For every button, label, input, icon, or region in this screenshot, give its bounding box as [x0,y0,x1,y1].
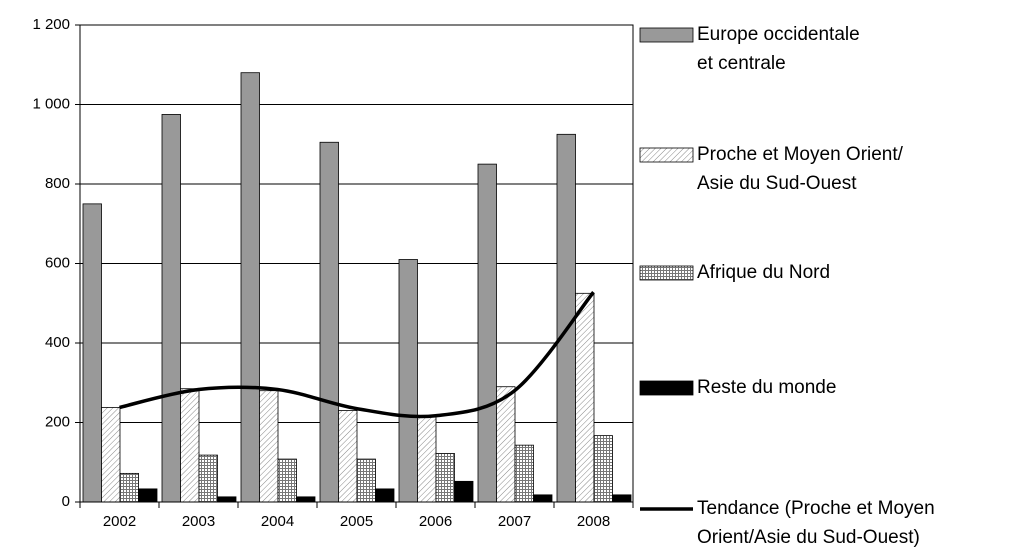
bar [101,406,121,503]
y-tick-label: 600 [45,254,70,271]
bar [454,480,474,503]
bar [356,458,376,503]
plot-border [79,24,634,503]
y-tick-label: 400 [45,334,70,351]
bar [319,141,339,503]
bar [259,390,279,503]
y-tick-label: 200 [45,413,70,430]
x-tick-label: 2006 [419,513,452,530]
bar [119,472,139,503]
legend-swatch [639,265,694,281]
bar [435,453,455,503]
y-tick-label: 1 000 [32,95,70,112]
bar [533,494,553,503]
bar [217,496,237,503]
bar [198,454,218,503]
bar [477,163,497,503]
legend-swatch [639,147,694,163]
bar [612,494,632,503]
legend-label: Europe occidentale et centrale [697,24,860,74]
x-tick-label: 2008 [577,513,610,530]
bar [375,488,395,503]
bar [514,444,534,503]
bar [398,259,418,503]
x-tick-label: 2007 [498,513,531,530]
bar [338,410,358,503]
bar [138,488,158,503]
y-tick-label: 1 200 [32,16,70,33]
trend-line [119,291,595,419]
y-tick-label: 0 [62,493,70,510]
legend-label: Reste du monde [697,377,837,398]
y-tick-label: 800 [45,175,70,192]
bar [593,435,613,503]
x-tick-label: 2004 [261,513,294,530]
bar [240,72,260,503]
legend-swatch [639,380,694,396]
x-tick-label: 2005 [340,513,373,530]
bar [82,203,102,503]
bar [496,386,516,503]
legend-label: Afrique du Nord [697,262,831,283]
legend-swatch [639,27,694,43]
x-tick-label: 2002 [103,513,136,530]
bar [180,388,200,503]
bar [161,114,181,503]
x-tick-label: 2003 [182,513,215,530]
legend-label: Proche et Moyen Orient/ Asie du Sud-Oues… [697,144,903,194]
bar [277,458,297,503]
bar [417,416,437,503]
legend-label: Tendance (Proche et Moyen Orient/Asie du… [697,498,935,548]
bar [296,496,316,503]
bar [575,292,595,503]
